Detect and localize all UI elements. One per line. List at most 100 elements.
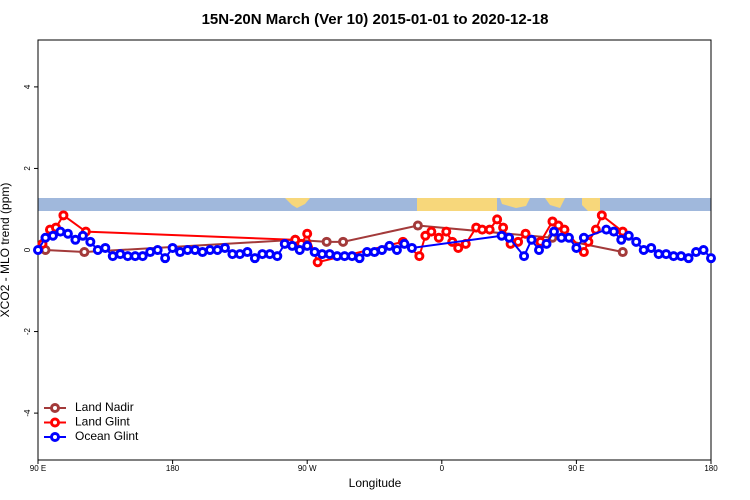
data-point [152,245,163,255]
data-point [47,230,58,241]
data-point [638,245,649,255]
data-point [559,224,570,235]
data-point [391,245,402,255]
y-tick-label: -4 [23,409,32,417]
data-point [33,245,43,255]
data-point [62,228,73,239]
y-axis-label: XCO2 - MLO trend (ppm) [0,183,12,318]
data-point [287,240,298,251]
land-patch [500,198,530,208]
y-tick-label: -2 [23,327,32,335]
land-patch [417,198,497,211]
data-point [601,224,612,235]
x-tick-label: 0 [440,464,445,473]
data-point [369,247,380,258]
data-point [556,232,567,243]
data-point [504,232,515,243]
data-point [160,253,171,264]
data-point [623,230,634,241]
data-point [563,232,574,243]
data-point [204,245,215,255]
data-point [302,240,313,251]
data-point [249,253,260,264]
data-point [631,236,642,247]
data-point [534,245,545,255]
data-point [433,232,444,243]
x-tick-label: 180 [704,464,718,473]
data-point [338,236,349,247]
data-point [541,238,552,249]
data-point [520,228,531,239]
data-point [571,242,582,253]
data-point [492,214,503,225]
data-point [617,247,628,258]
data-point [578,247,589,258]
data-point [698,245,709,255]
data-point [100,242,111,253]
data-point [92,245,103,255]
land-patch [582,198,600,211]
data-point [498,222,509,233]
data-point [317,249,328,260]
data-point [302,228,313,239]
data-point [548,226,559,237]
data-point [706,253,716,264]
data-point [257,249,268,260]
data-point [347,251,358,262]
data-point [513,236,524,247]
data-point [279,238,290,249]
data-point [362,247,373,258]
data-point [234,249,245,260]
data-point [578,232,589,243]
data-point [145,247,156,258]
land-patch [285,198,310,208]
x-tick-label: 180 [166,464,180,473]
data-point [441,226,452,237]
data-point [616,234,627,245]
data-point [264,249,275,260]
data-point [294,245,305,255]
legend-marker [50,432,60,442]
data-point [354,253,365,264]
data-point [182,245,193,255]
data-point [212,245,223,255]
legend-label: Land Glint [75,415,130,429]
data-point [496,230,507,241]
land-patch [545,198,565,208]
data-point [683,253,694,264]
data-point [70,234,81,245]
data-point [77,230,88,241]
data-point [691,247,702,258]
chart-title: 15N-20N March (Ver 10) 2015-01-01 to 202… [202,11,549,28]
data-point [175,247,186,258]
data-point [477,224,488,235]
data-point [55,226,66,237]
data-point [324,249,335,260]
data-point [668,251,679,262]
data-point [384,240,395,251]
data-point [85,236,96,247]
data-point [190,245,201,255]
legend-label: Ocean Glint [75,429,139,443]
data-point [661,249,672,260]
data-point [653,249,664,260]
legend-marker [50,417,60,428]
data-point [130,251,141,262]
data-point [399,238,410,249]
data-point [596,210,607,221]
data-point [376,245,387,255]
data-point [332,251,343,262]
data-point [426,226,437,237]
data-point [484,224,495,235]
data-point [406,242,417,253]
data-point [137,251,148,262]
x-tick-label: 90 E [568,464,584,473]
x-axis-label: Longitude [349,476,402,490]
data-point [122,251,133,262]
data-point [608,226,619,237]
legend-label: Land Nadir [75,400,134,414]
y-tick-label: 2 [23,166,32,171]
data-point [115,249,126,260]
data-point [646,242,657,253]
data-point [107,251,118,262]
